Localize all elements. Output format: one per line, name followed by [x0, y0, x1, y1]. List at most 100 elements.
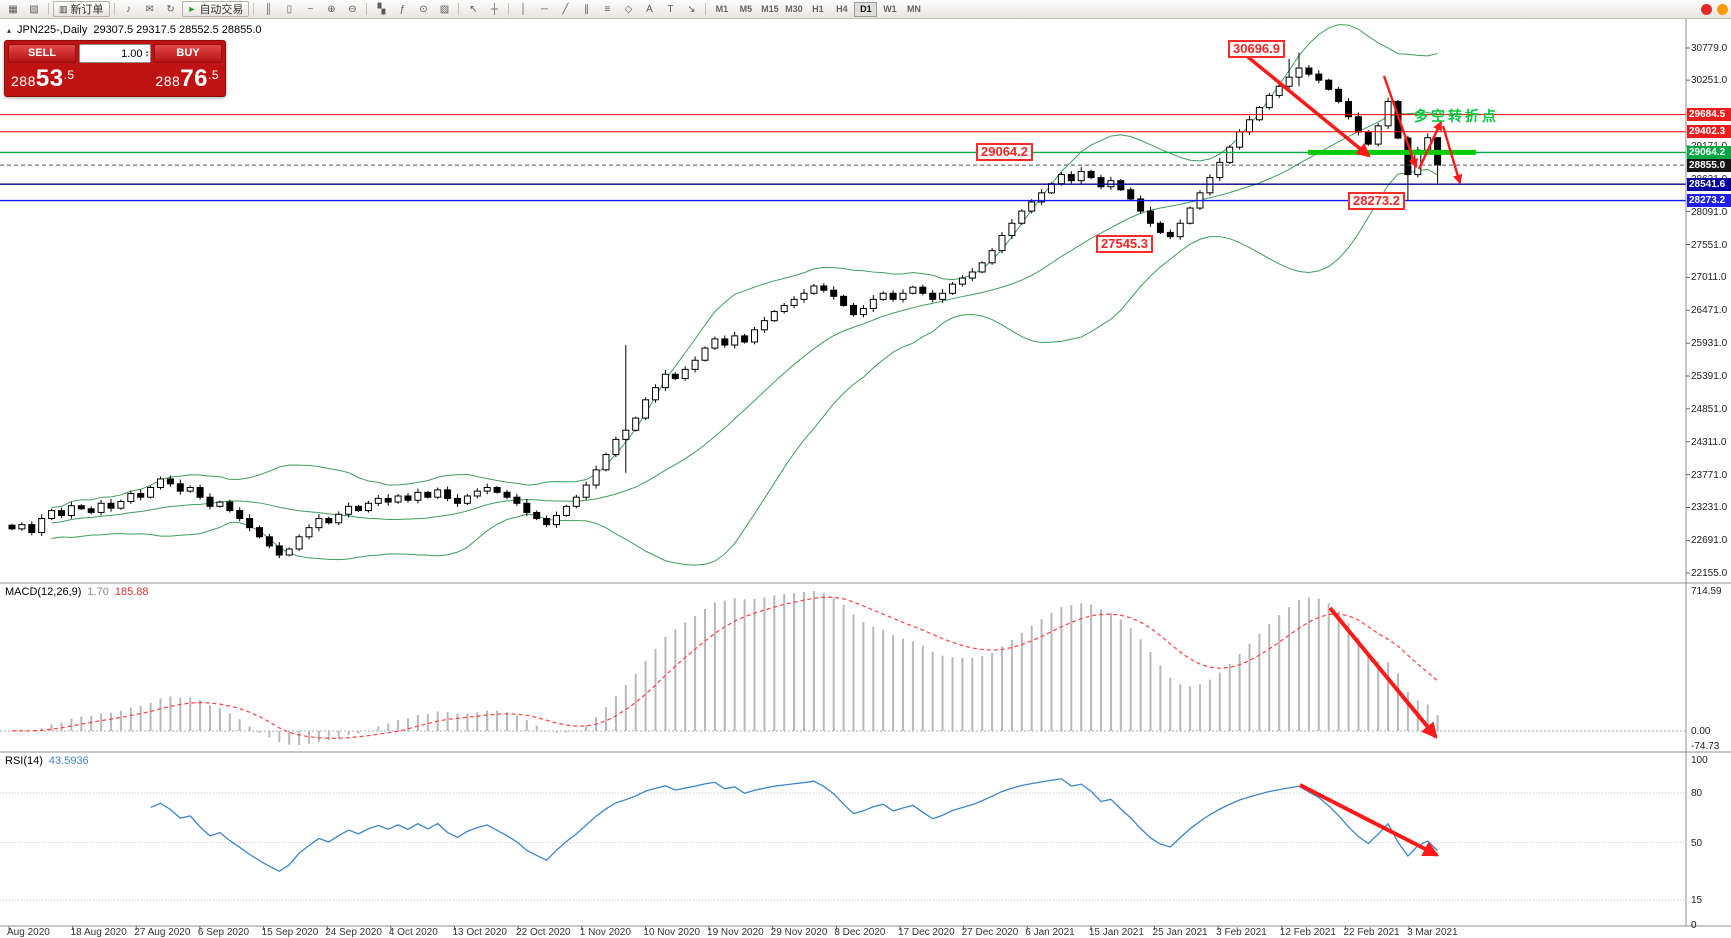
candle-body [978, 262, 986, 273]
periods-icon[interactable]: ⊙ [419, 3, 428, 15]
candle-body [38, 518, 46, 534]
macd-signal-line [11, 596, 1438, 739]
candle-body [493, 486, 501, 493]
shapes-icon[interactable]: ◇ [624, 3, 633, 15]
candle-body [1087, 171, 1095, 179]
candle-body [830, 289, 838, 297]
candle-body [691, 359, 699, 370]
rsi-line [150, 778, 1439, 873]
candle-body [949, 283, 956, 294]
volume-value: 1.00 [121, 47, 143, 60]
trend-arrow[interactable] [1299, 783, 1440, 857]
autotrade-button[interactable]: ► 自动交易 [181, 1, 250, 17]
candle-body [295, 536, 303, 550]
volume-input[interactable]: 1.00 ▴ ▾ [79, 44, 151, 63]
indicators-icon[interactable]: ƒ [399, 3, 406, 15]
candle-body [374, 497, 382, 504]
candle-body [246, 518, 254, 529]
candle-body [503, 491, 511, 498]
arrow-object-icon[interactable]: ↘ [687, 3, 696, 15]
trend-arrow[interactable] [1241, 51, 1371, 158]
candle-body [899, 292, 907, 300]
toolbar-separator [705, 3, 707, 15]
sell-button[interactable]: SELL [8, 44, 76, 63]
news-alert-icon[interactable] [1701, 3, 1712, 15]
profiles-icon[interactable]: ▧ [29, 3, 39, 15]
timeframe-D1[interactable]: D1 [854, 1, 878, 17]
candle-body [18, 524, 26, 530]
text-icon[interactable]: A [646, 3, 653, 15]
timeframe-M30[interactable]: M30 [785, 3, 803, 14]
refresh-icon[interactable]: ↻ [166, 3, 175, 15]
timeframe-H1[interactable]: H1 [812, 3, 824, 14]
connection-status-icon[interactable] [1717, 3, 1728, 15]
candle-body [1067, 174, 1075, 182]
candle-body [483, 486, 491, 492]
candle-body [414, 491, 422, 501]
timeframe-M15[interactable]: M15 [761, 3, 779, 14]
toolbar-separator [458, 3, 460, 15]
candle-chart-icon[interactable]: ▯ [286, 3, 293, 15]
candle-body [602, 454, 610, 471]
timeframe-M1[interactable]: M1 [715, 3, 729, 14]
mail-icon[interactable]: ✉ [145, 3, 154, 15]
templates-icon[interactable]: ▨ [439, 3, 450, 15]
candle-body [770, 311, 778, 322]
volume-spinner[interactable]: ▴ ▾ [145, 48, 148, 59]
autotrade-button-label: 自动交易 [199, 4, 244, 16]
timeframe-W1[interactable]: W1 [883, 3, 897, 14]
text-label-icon[interactable]: T [667, 3, 674, 15]
toolbar: ▦ ▧ ▥ 新订单 ♪ ✉ ↻ ► 自动交易 ║ ▯ ~ ⊕ ⊖ ▚ ƒ ⊙ ▨ ↖ ┼ │ ─ ╱ ∥ ≡ ◇ A T ↘ M1 M5 M1… [0, 0, 1731, 19]
volume-down-icon[interactable]: ▾ [145, 52, 148, 59]
timeframe-MN[interactable]: MN [906, 3, 921, 14]
candle-body [1117, 180, 1125, 191]
buy-button[interactable]: BUY [154, 44, 222, 63]
trend-arrow[interactable] [1382, 75, 1418, 169]
bollinger-middle-band [51, 112, 1438, 524]
trend-arrow[interactable] [1417, 120, 1443, 170]
candle-body [87, 508, 95, 513]
candle-body [8, 524, 16, 530]
tile-windows-icon[interactable]: ▚ [377, 3, 386, 15]
zoom-in-icon[interactable]: ⊕ [327, 3, 336, 15]
crosshair-icon[interactable]: ┼ [490, 3, 498, 15]
horizontal-line-icon[interactable]: ─ [540, 3, 548, 15]
candle-body [1246, 119, 1253, 133]
channel-icon[interactable]: ∥ [583, 3, 589, 15]
trend-arrow[interactable] [1328, 606, 1438, 739]
candle-body [741, 335, 749, 343]
candle-body [48, 510, 56, 520]
timeframe-M5[interactable]: M5 [739, 3, 753, 14]
candle-body [1038, 192, 1046, 203]
candle-body [632, 417, 640, 431]
candle-body [721, 338, 729, 346]
new-chart-icon[interactable]: ▦ [8, 3, 18, 15]
fibonacci-icon[interactable]: ≡ [604, 3, 611, 15]
sound-icon[interactable]: ♪ [126, 3, 132, 15]
candle-body [582, 484, 590, 498]
candle-body [315, 518, 323, 529]
candle-body [701, 347, 709, 361]
candle-body [1166, 231, 1174, 238]
candle-body [543, 518, 551, 526]
vertical-line-icon[interactable]: │ [520, 3, 527, 15]
bar-chart-icon[interactable]: ║ [264, 3, 272, 15]
line-chart-icon[interactable]: ~ [307, 3, 314, 15]
candle-body [820, 285, 828, 291]
trend-arrow[interactable] [1441, 125, 1463, 185]
candle-body [681, 368, 689, 380]
candle-body [305, 527, 313, 538]
candle-body [107, 502, 115, 509]
candle-body [384, 497, 392, 503]
cursor-icon[interactable]: ↖ [469, 3, 478, 15]
chart-ohlc-line: ▴ JPN225-,Daily 29307.5 29317.5 28552.5 … [7, 24, 262, 36]
trendline-icon[interactable]: ╱ [562, 3, 569, 15]
timeframe-H4[interactable]: H4 [836, 3, 848, 14]
candle-body [919, 286, 927, 294]
candle-body [1354, 116, 1362, 133]
volume-up-icon[interactable]: ▴ [145, 48, 148, 55]
candle-body [117, 500, 125, 509]
new-order-button[interactable]: ▥ 新订单 [53, 1, 110, 17]
zoom-out-icon[interactable]: ⊖ [348, 3, 357, 15]
